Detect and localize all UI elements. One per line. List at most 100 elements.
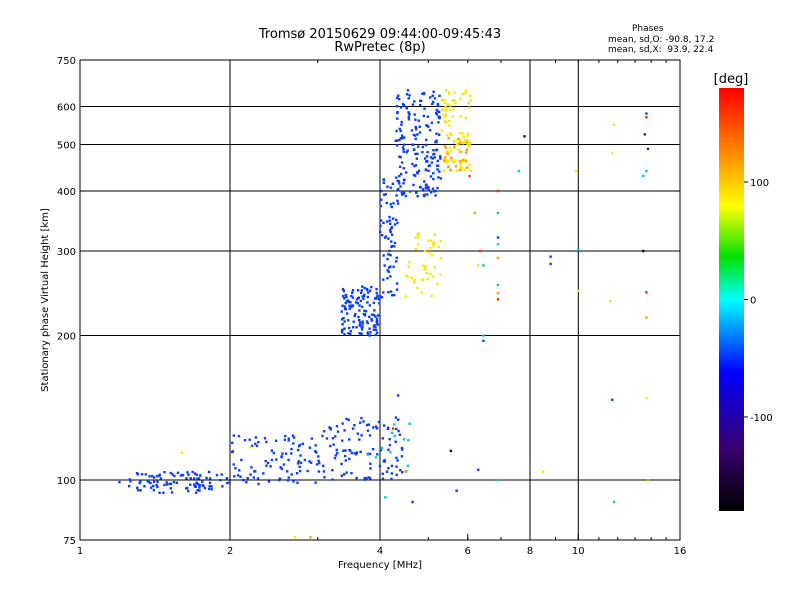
data-point bbox=[379, 295, 382, 298]
data-point bbox=[343, 327, 346, 330]
data-point bbox=[496, 242, 500, 246]
data-point bbox=[340, 462, 343, 466]
data-point bbox=[265, 464, 268, 467]
data-point bbox=[406, 89, 410, 92]
data-point bbox=[269, 465, 272, 468]
data-point bbox=[397, 97, 401, 101]
data-point bbox=[417, 119, 420, 122]
data-point bbox=[406, 149, 409, 152]
data-point bbox=[453, 145, 456, 148]
data-point bbox=[645, 316, 648, 319]
data-point bbox=[427, 186, 430, 189]
data-point bbox=[393, 245, 396, 248]
data-point bbox=[341, 439, 344, 442]
data-point bbox=[645, 116, 648, 119]
data-point bbox=[355, 326, 358, 329]
data-point bbox=[198, 484, 201, 487]
data-point bbox=[341, 323, 344, 326]
data-point bbox=[423, 157, 427, 160]
data-point bbox=[429, 175, 433, 178]
data-point bbox=[469, 169, 473, 172]
data-point bbox=[411, 143, 414, 146]
data-point bbox=[175, 481, 179, 485]
data-point bbox=[451, 99, 454, 102]
data-point bbox=[379, 449, 382, 452]
data-point bbox=[231, 450, 235, 453]
data-point bbox=[458, 138, 462, 141]
data-point bbox=[464, 116, 468, 120]
data-point bbox=[461, 158, 465, 162]
data-point bbox=[368, 315, 371, 319]
data-point bbox=[152, 480, 156, 483]
data-point bbox=[459, 97, 462, 100]
data-point bbox=[322, 464, 325, 468]
x-tick-label: 2 bbox=[227, 546, 233, 557]
data-point bbox=[612, 123, 616, 126]
data-point bbox=[385, 220, 389, 223]
data-point bbox=[368, 434, 372, 437]
y-axis-label: Stationary phase Virtual Height [km] bbox=[40, 208, 51, 392]
data-point bbox=[350, 294, 353, 298]
data-point bbox=[406, 464, 410, 467]
data-point bbox=[336, 430, 340, 433]
data-point bbox=[369, 477, 372, 480]
data-point bbox=[411, 162, 414, 166]
data-point bbox=[238, 469, 241, 472]
data-point bbox=[465, 166, 468, 169]
data-point bbox=[388, 219, 391, 222]
data-point bbox=[482, 334, 485, 337]
data-point bbox=[365, 423, 369, 427]
data-point bbox=[317, 455, 320, 458]
data-point bbox=[170, 491, 174, 494]
data-point bbox=[414, 137, 417, 141]
data-point bbox=[466, 143, 469, 147]
data-point bbox=[369, 331, 372, 334]
data-point bbox=[351, 296, 354, 299]
data-point bbox=[429, 246, 432, 250]
data-point bbox=[387, 426, 390, 430]
data-point bbox=[645, 397, 648, 400]
colorbar-tick-label: -100 bbox=[750, 413, 773, 424]
data-point bbox=[414, 128, 418, 131]
data-point bbox=[462, 135, 465, 139]
data-point bbox=[611, 151, 614, 155]
data-point bbox=[388, 215, 391, 219]
data-point bbox=[272, 451, 275, 455]
data-point bbox=[322, 470, 326, 473]
data-point bbox=[612, 500, 616, 504]
data-point bbox=[447, 119, 451, 123]
data-point bbox=[453, 147, 456, 150]
data-point bbox=[354, 312, 357, 316]
data-point bbox=[440, 129, 444, 132]
data-point bbox=[424, 265, 427, 268]
data-point bbox=[414, 125, 417, 129]
data-point bbox=[407, 112, 411, 115]
data-point bbox=[331, 436, 335, 440]
data-point bbox=[459, 168, 462, 171]
data-point bbox=[452, 160, 456, 164]
data-point bbox=[429, 239, 433, 242]
data-point bbox=[362, 312, 366, 316]
data-point bbox=[140, 473, 144, 476]
data-point bbox=[452, 139, 456, 143]
data-point bbox=[366, 333, 370, 336]
data-point bbox=[387, 253, 390, 256]
data-point bbox=[187, 489, 190, 493]
data-point bbox=[465, 141, 469, 144]
data-point bbox=[402, 150, 405, 153]
data-point bbox=[387, 237, 390, 240]
data-point bbox=[232, 463, 235, 466]
data-point bbox=[374, 328, 378, 332]
data-point bbox=[336, 451, 339, 455]
data-point bbox=[345, 417, 348, 421]
data-point bbox=[393, 241, 397, 245]
data-point bbox=[333, 456, 337, 460]
data-point bbox=[301, 442, 305, 446]
data-point bbox=[198, 489, 201, 492]
data-point bbox=[233, 475, 236, 478]
data-point bbox=[360, 416, 363, 420]
data-point bbox=[361, 285, 364, 288]
data-point bbox=[189, 476, 192, 480]
data-point bbox=[464, 91, 468, 94]
data-point bbox=[155, 475, 159, 478]
